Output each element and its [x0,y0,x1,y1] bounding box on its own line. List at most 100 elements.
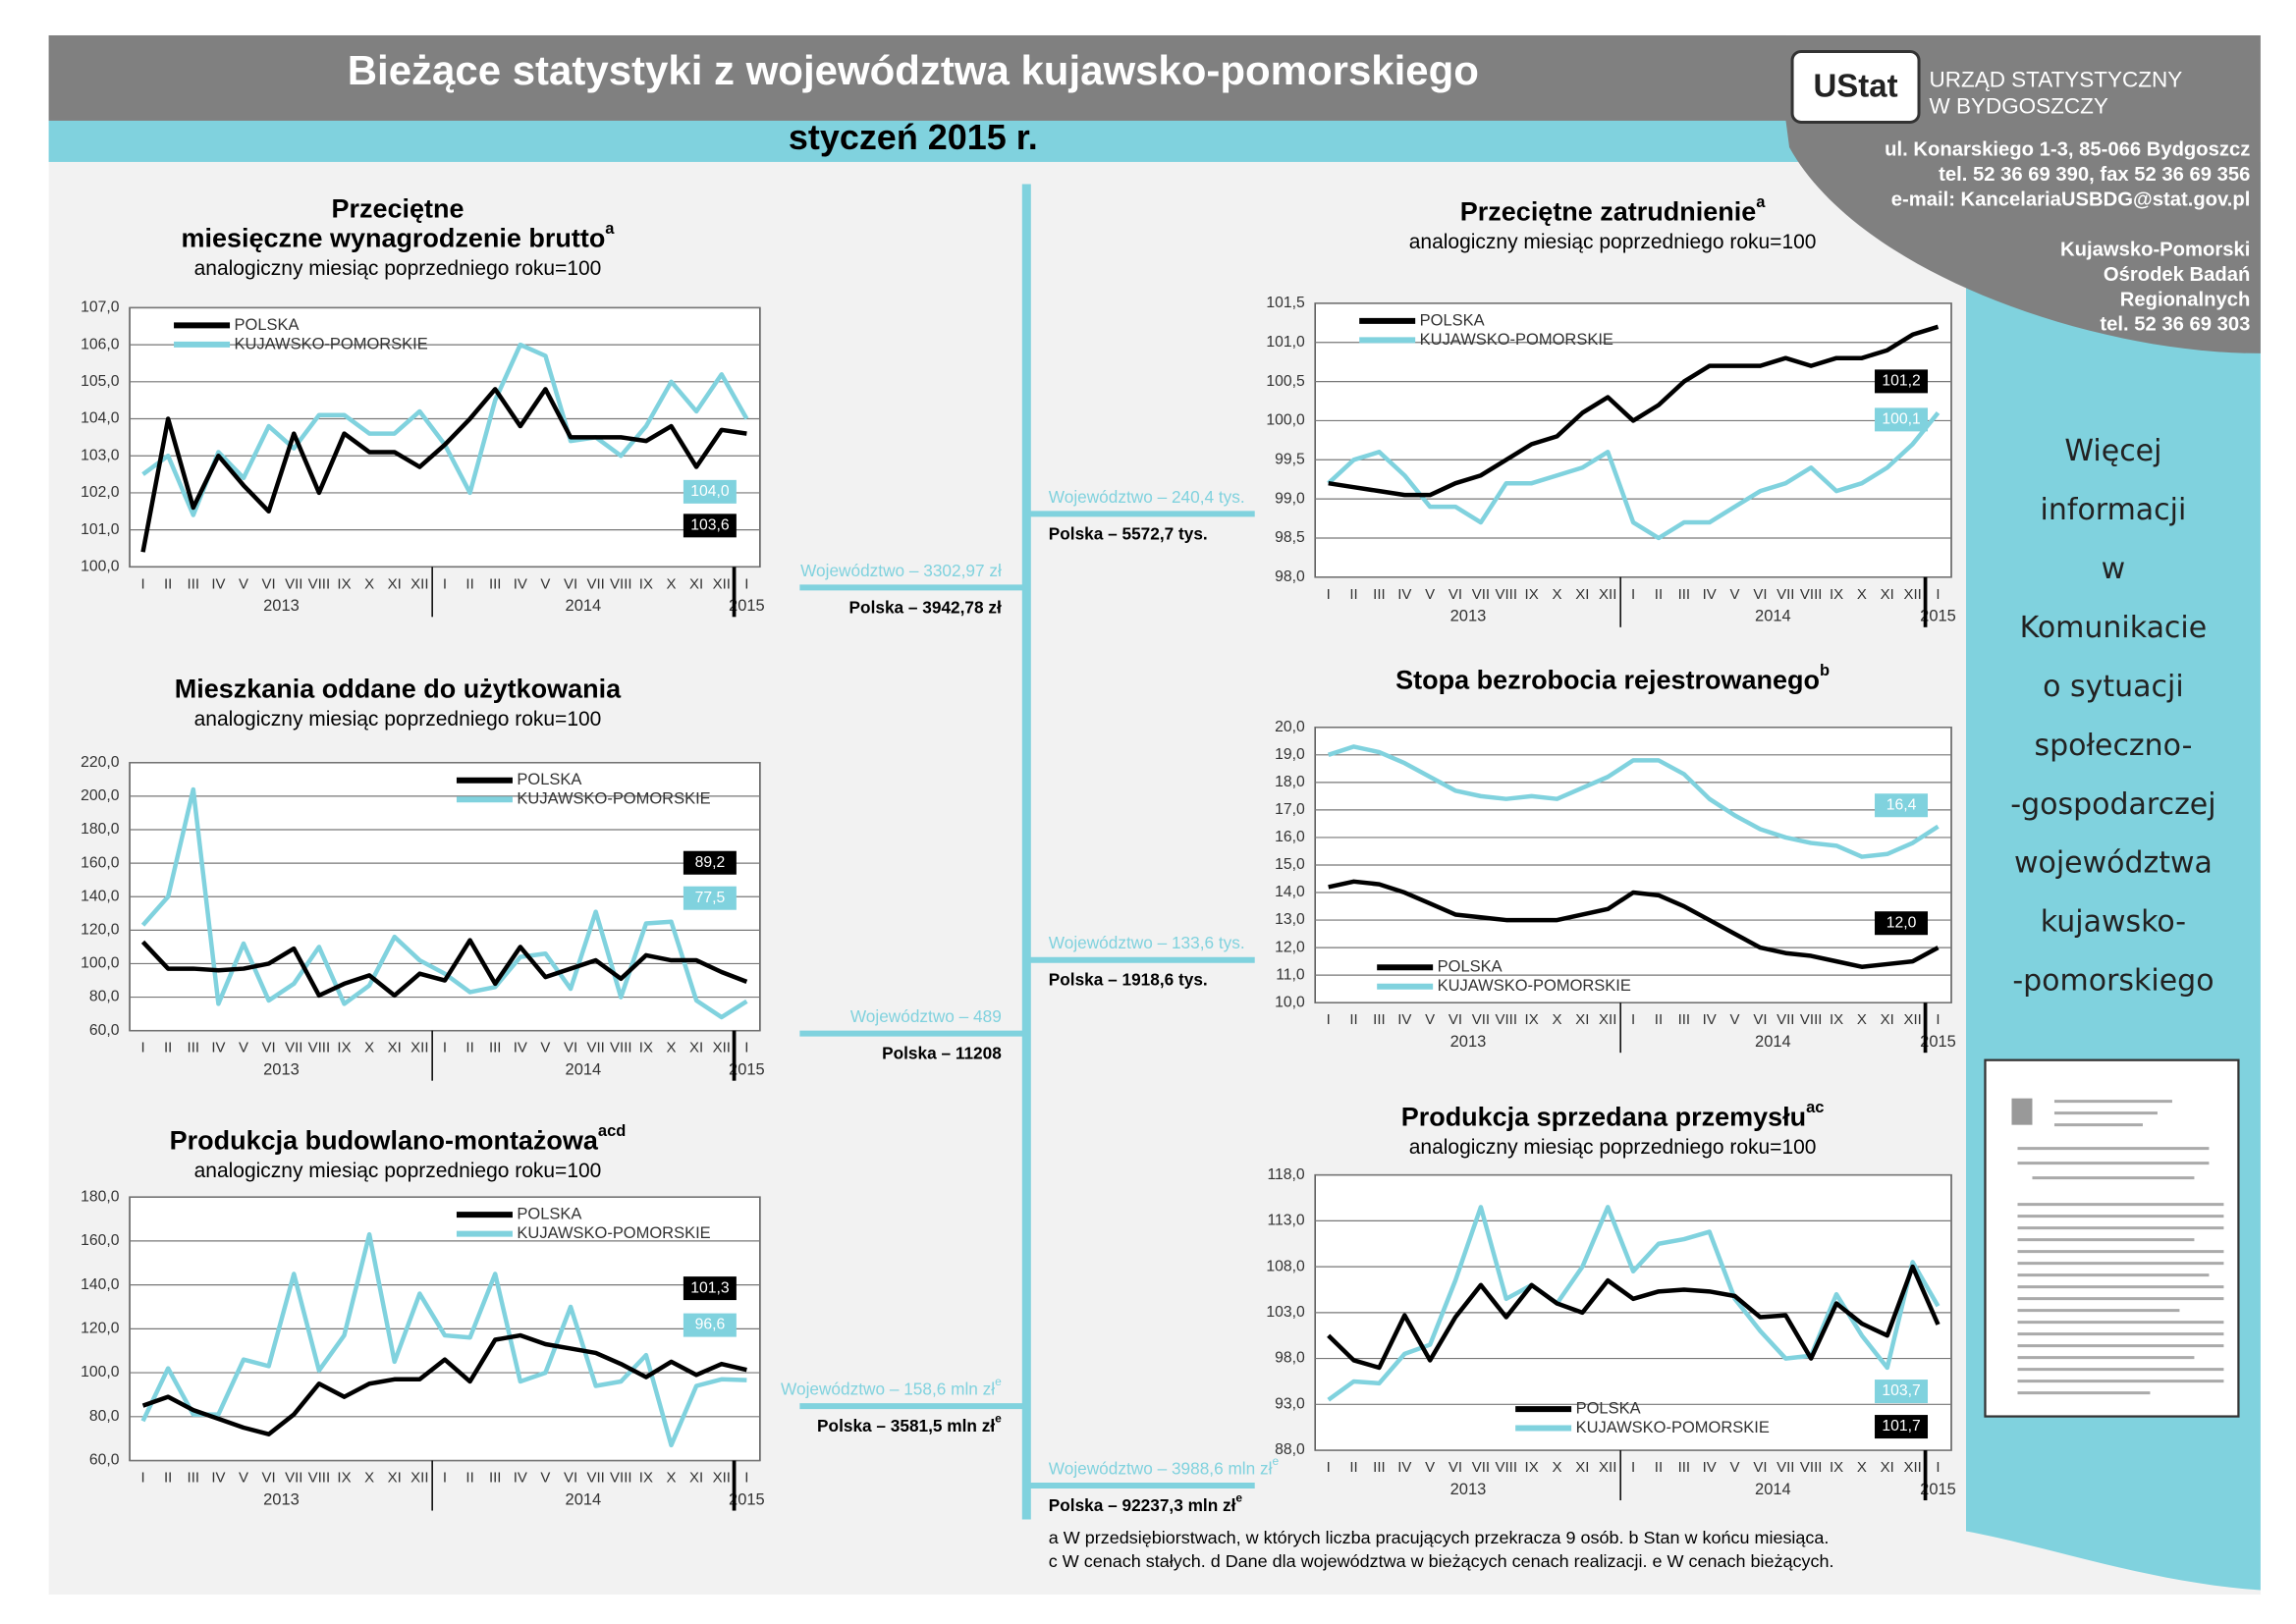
value-label: 16,4 [1886,796,1917,813]
sidebar-line: -gospodarczej [2010,787,2215,822]
sidebar-line: w [2102,552,2126,586]
summary-country: Polska – 3942,78 zł [849,597,1002,617]
chart-title-text: miesięczne wynagrodzenie brutto [181,224,605,253]
summary-text: Polska – 11208 [882,1043,1002,1062]
x-tick-label: IX [337,1469,351,1486]
x-tick-label: IV [514,1469,527,1486]
x-tick-label: VIII [308,575,330,592]
chart-subtitle: analogiczny miesiąc poprzedniego roku=10… [194,1160,602,1182]
y-tick-label: 180,0 [81,1188,120,1205]
x-tick-label: I [443,1040,447,1056]
y-tick-label: 105,0 [81,373,120,390]
x-tick-label: II [465,575,473,592]
x-tick-label: IV [514,1040,527,1056]
x-tick-label: XI [689,575,703,592]
year-label: 2015 [729,1061,765,1079]
chart: Mieszkania oddane do użytkowania analogic… [81,674,1027,1081]
sidebar-line: Więcej [2064,434,2161,468]
x-tick-label: X [364,1469,374,1486]
x-tick-label: VIII [1800,586,1822,603]
x-tick-label: IV [211,1040,225,1056]
summary-text: Województwo – 240,4 tys. [1049,486,1245,506]
y-tick-label: 88,0 [1275,1441,1305,1458]
x-tick-label: XI [689,1469,703,1486]
x-tick-label: XII [1599,586,1616,603]
y-tick-label: 140,0 [81,888,120,904]
x-tick-label: IV [211,1469,225,1486]
summary-country: Polska – 11208 [882,1043,1002,1062]
month-title: styczeń 2015 r. [789,117,1038,157]
x-tick-label: XI [388,1040,402,1056]
y-tick-label: 100,5 [1266,373,1305,390]
x-tick-label: IV [1703,1011,1717,1028]
series-line [141,1332,747,1436]
x-tick-label: XI [1881,1459,1894,1476]
x-tick-label: VIII [1800,1459,1822,1476]
value-label-box [1875,407,1929,432]
x-tick-label: VIII [610,575,631,592]
x-tick-label: XII [713,1469,731,1486]
x-tick-label: XI [1575,586,1589,603]
x-tick-label: VII [285,1040,302,1056]
value-label: 100,1 [1882,411,1920,428]
y-tick-label: 98,0 [1275,1350,1305,1367]
x-tick-label: I [744,1469,748,1486]
x-tick-label: I [1936,586,1940,603]
office-name: URZĄD STATYSTYCZNY [1930,67,2183,91]
x-tick-label: III [489,575,501,592]
y-tick-label: 120,0 [81,921,120,938]
y-tick-label: 18,0 [1275,774,1305,790]
y-tick-label: 16,0 [1275,829,1305,845]
x-tick-label: I [140,1040,144,1056]
x-tick-label: II [1349,1011,1357,1028]
x-tick-label: IX [639,575,653,592]
x-tick-label: I [140,1469,144,1486]
value-label-box [683,479,737,504]
x-tick-label: IX [1830,1459,1843,1476]
sidebar-line: -pomorskiego [2012,964,2214,999]
y-tick-label: 101,0 [1266,334,1305,351]
y-tick-label: 160,0 [81,854,120,871]
x-tick-label: XI [388,1469,402,1486]
y-tick-label: 100,0 [81,955,120,972]
summary-text: Województwo – 489 [850,1006,1002,1026]
x-tick-label: IX [1525,586,1539,603]
x-tick-label: X [1552,1459,1561,1476]
year-label: 2013 [1450,1481,1487,1498]
summary-region: Województwo – 3988,6 mln złe [1049,1454,1280,1478]
x-tick-label: XII [410,575,428,592]
value-label-box [1875,911,1929,936]
legend-label: POLSKA [1576,1399,1641,1417]
series-line [140,387,747,553]
summary-note: e [1272,1454,1279,1468]
chart-title: Produkcja sprzedana przemysłuac [1401,1100,1825,1132]
x-tick-label: XII [713,575,731,592]
y-tick-label: 102,0 [81,484,120,501]
legend-label: KUJAWSKO-POMORSKIE [235,335,428,352]
x-tick-label: III [1678,1011,1690,1028]
y-tick-label: 20,0 [1275,719,1305,735]
x-tick-label: V [540,1469,550,1486]
y-tick-label: 100,0 [81,558,120,574]
x-tick-label: III [188,575,200,592]
legend-label: POLSKA [517,1205,581,1222]
summary-note: e [1235,1491,1242,1505]
chart-title: miesięczne wynagrodzenie bruttoa [181,220,615,252]
x-tick-label: VIII [308,1040,330,1056]
x-tick-label: XII [1599,1459,1616,1476]
summary-region: Województwo – 489 [850,1006,1002,1026]
y-tick-label: 60,0 [89,1452,120,1469]
y-tick-label: 98,5 [1275,529,1305,546]
series-line [1327,744,1940,859]
x-tick-label: XII [1903,586,1921,603]
series-line [140,938,748,999]
x-tick-label: VIII [610,1469,631,1486]
centre-line: Ośrodek Badań [2104,264,2251,286]
x-tick-label: VII [587,1040,605,1056]
y-tick-label: 160,0 [81,1232,120,1249]
chart-title-text: Mieszkania oddane do użytkowania [175,674,622,703]
summary-region: Województwo – 133,6 tys. [1049,933,1245,952]
x-tick-label: V [239,1040,248,1056]
series-line [1327,411,1941,541]
